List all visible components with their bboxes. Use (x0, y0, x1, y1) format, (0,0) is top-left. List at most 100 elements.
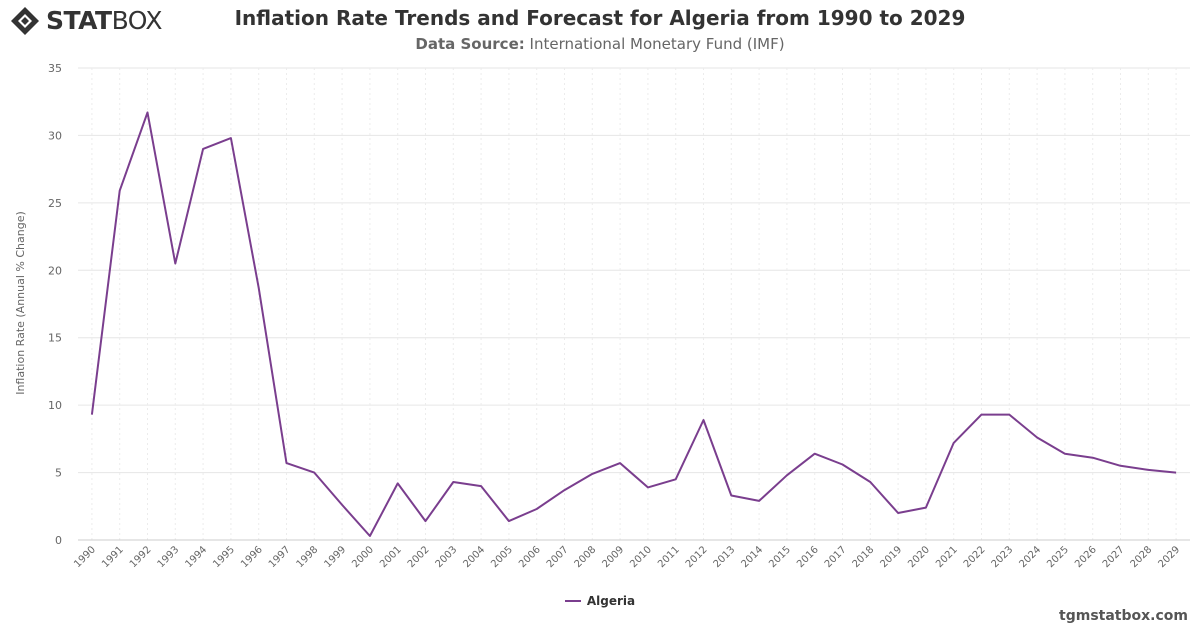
subtitle-value: International Monetary Fund (IMF) (529, 35, 785, 53)
x-tick-label: 2021 (934, 544, 960, 570)
data-point[interactable] (1118, 463, 1124, 469)
x-tick-label: 2016 (795, 544, 821, 570)
data-point[interactable] (534, 506, 540, 512)
data-point[interactable] (450, 479, 456, 485)
x-tick-label: 2025 (1045, 544, 1071, 570)
data-point[interactable] (1034, 435, 1040, 441)
x-tick-label: 2028 (1129, 544, 1155, 570)
site-credit[interactable]: tgmstatbox.com (1059, 608, 1188, 624)
data-point[interactable] (367, 533, 373, 539)
x-tick-label: 2014 (739, 544, 765, 570)
subtitle-label: Data Source: (415, 35, 525, 53)
data-point[interactable] (1173, 470, 1179, 476)
x-tick-label: 1993 (156, 544, 182, 570)
data-point[interactable] (478, 483, 484, 489)
data-point[interactable] (951, 440, 957, 446)
data-point[interactable] (812, 451, 818, 457)
x-axis-ticks: 1990 1991 1992 1993 1994 1995 1996 1997 1998 1999… (72, 544, 1182, 570)
data-point[interactable] (728, 492, 734, 498)
x-tick-label: 2007 (545, 544, 571, 570)
data-point[interactable] (923, 505, 929, 511)
series-line-algeria[interactable] (90, 111, 1177, 537)
data-point[interactable] (284, 460, 290, 466)
data-point[interactable] (562, 487, 568, 493)
y-tick-label: 20 (48, 264, 62, 277)
x-tick-label: 1994 (183, 544, 209, 570)
y-tick-label: 30 (48, 129, 62, 142)
data-point[interactable] (867, 479, 873, 485)
x-tick-label: 2018 (851, 544, 877, 570)
legend-label-algeria: Algeria (586, 594, 636, 608)
data-point[interactable] (645, 484, 651, 490)
data-point[interactable] (172, 261, 178, 267)
x-tick-label: 2000 (350, 544, 376, 570)
data-point[interactable] (311, 470, 317, 476)
data-point[interactable] (256, 285, 262, 291)
data-point[interactable] (784, 472, 790, 478)
y-tick-label: 10 (48, 399, 62, 412)
series-layer (89, 110, 1179, 539)
chart-title: Inflation Rate Trends and Forecast for A… (234, 6, 966, 30)
data-point[interactable] (145, 110, 151, 116)
x-tick-label: 2002 (406, 544, 432, 570)
x-tick-label: 2009 (600, 544, 626, 570)
y-tick-label: 15 (48, 332, 62, 345)
data-point[interactable] (701, 417, 707, 423)
data-point[interactable] (895, 510, 901, 516)
x-tick-label: 2017 (823, 544, 849, 570)
data-point[interactable] (117, 188, 123, 194)
x-tick-label: 2023 (990, 544, 1016, 570)
x-tick-label: 2029 (1156, 544, 1182, 570)
x-tick-label: 2003 (434, 544, 460, 570)
y-tick-label: 0 (55, 534, 62, 547)
x-tick-label: 1999 (322, 544, 348, 570)
y-tick-label: 5 (55, 467, 62, 480)
data-point[interactable] (228, 135, 234, 141)
data-point[interactable] (1006, 412, 1012, 418)
data-point[interactable] (756, 498, 762, 504)
x-tick-label: 2027 (1101, 544, 1127, 570)
statbox-logo-text: STATBOX (46, 6, 163, 36)
x-tick-label: 1995 (211, 544, 237, 570)
data-point[interactable] (395, 480, 401, 486)
legend[interactable]: Algeria (0, 594, 1200, 608)
x-tick-label: 2020 (906, 544, 932, 570)
data-point[interactable] (89, 412, 95, 418)
x-tick-label: 2022 (962, 544, 988, 570)
legend-swatch-algeria (564, 600, 581, 602)
data-point[interactable] (617, 460, 623, 466)
chart-subtitle: Data Source: International Monetary Fund… (0, 35, 1200, 53)
x-tick-label: 1996 (239, 544, 265, 570)
x-tick-label: 2001 (378, 544, 404, 570)
x-tick-label: 1990 (72, 544, 98, 570)
x-tick-label: 2006 (517, 544, 543, 570)
y-tick-label: 35 (48, 62, 62, 75)
x-tick-label: 1998 (295, 544, 321, 570)
grid-lines (78, 67, 1190, 541)
logo-bold-text: STAT (46, 6, 112, 35)
data-point[interactable] (423, 518, 429, 524)
data-point[interactable] (200, 146, 206, 152)
y-tick-label: 25 (48, 197, 62, 210)
data-point[interactable] (589, 471, 595, 477)
data-point[interactable] (979, 412, 985, 418)
x-tick-label: 1991 (100, 544, 126, 570)
x-tick-label: 2024 (1017, 544, 1043, 570)
x-tick-label: 2004 (461, 544, 487, 570)
data-point[interactable] (1090, 455, 1096, 461)
x-tick-label: 2011 (656, 544, 682, 570)
statbox-logo[interactable]: STATBOX (10, 6, 163, 36)
data-point[interactable] (673, 476, 679, 482)
data-point[interactable] (339, 502, 345, 508)
data-point[interactable] (1062, 451, 1068, 457)
statbox-logo-icon (11, 7, 39, 35)
y-axis-label: Inflation Rate (Annual % Change) (14, 211, 27, 395)
data-point[interactable] (1145, 467, 1151, 473)
y-axis-ticks: 0 5 10 15 20 25 30 35 (48, 62, 62, 547)
x-tick-label: 2010 (628, 544, 654, 570)
data-point[interactable] (506, 518, 512, 524)
data-point[interactable] (840, 461, 846, 467)
x-tick-label: 1997 (267, 544, 293, 570)
